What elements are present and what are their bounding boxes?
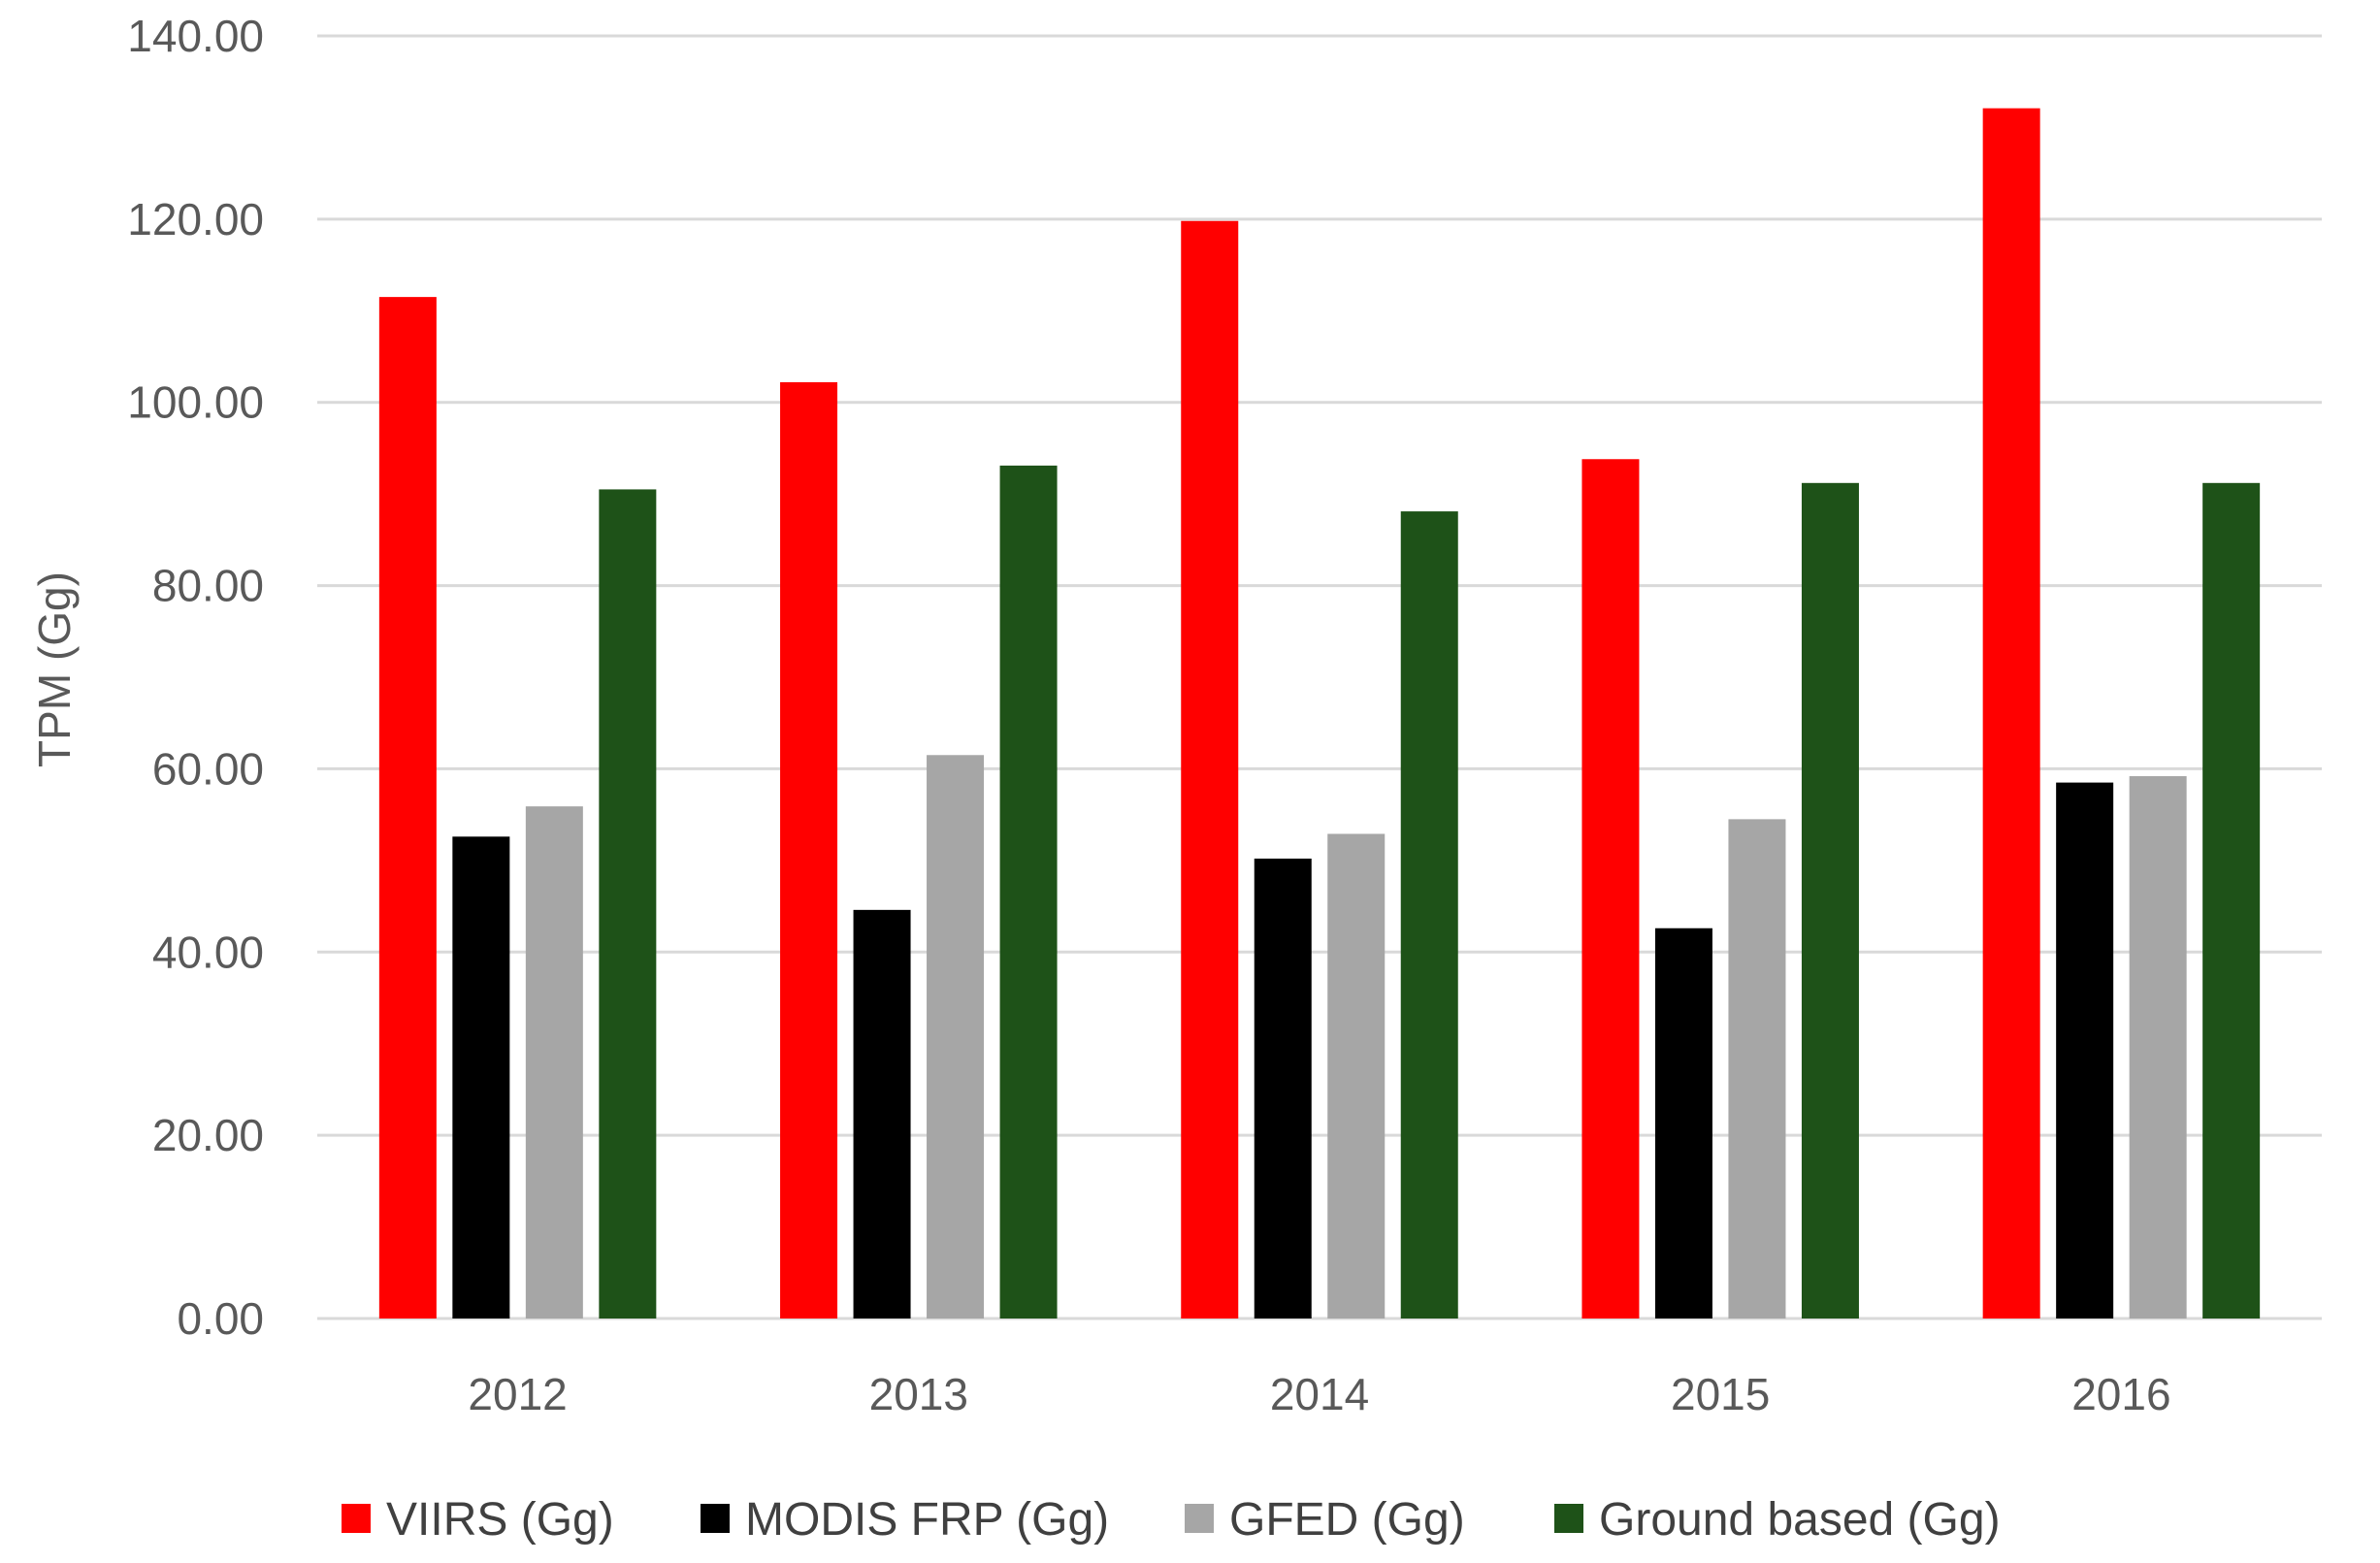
legend-swatch bbox=[1185, 1504, 1214, 1533]
bar-viirs-gg-2012 bbox=[378, 297, 437, 1319]
legend-label: MODIS FRP (Gg) bbox=[745, 1494, 1109, 1546]
bar-modis-frp-gg-2013 bbox=[853, 909, 911, 1319]
x-axis-tick-labels: 2012 2013 2014 2015 2016 bbox=[468, 1369, 2170, 1419]
legend-swatch bbox=[701, 1504, 730, 1533]
y-tick-label: 140.00 bbox=[127, 11, 264, 61]
legend: VIIRS (Gg) MODIS FRP (Gg) GFED (Gg) Ground … bbox=[342, 1494, 2001, 1546]
bar-gfed-gg-2014 bbox=[1327, 833, 1386, 1319]
bars bbox=[378, 108, 2261, 1319]
bar-ground-based-gg-2013 bbox=[999, 465, 1058, 1319]
bar-gfed-gg-2015 bbox=[1728, 819, 1786, 1319]
bar-viirs-gg-2016 bbox=[1982, 108, 2040, 1319]
x-tick-label: 2015 bbox=[1671, 1369, 1770, 1419]
y-tick-label: 100.00 bbox=[127, 377, 264, 428]
legend-swatch bbox=[342, 1504, 371, 1533]
bar-ground-based-gg-2012 bbox=[599, 489, 657, 1319]
y-tick-label: 60.00 bbox=[152, 743, 264, 794]
bar-gfed-gg-2016 bbox=[2129, 775, 2187, 1319]
y-tick-label: 120.00 bbox=[127, 194, 264, 244]
bar-viirs-gg-2015 bbox=[1581, 459, 1640, 1319]
bar-modis-frp-gg-2012 bbox=[452, 836, 510, 1319]
y-tick-label: 40.00 bbox=[152, 927, 264, 977]
x-tick-label: 2012 bbox=[468, 1369, 567, 1419]
bar-gfed-gg-2012 bbox=[525, 806, 583, 1319]
legend-label: GFED (Gg) bbox=[1229, 1494, 1465, 1546]
bar-modis-frp-gg-2015 bbox=[1654, 928, 1712, 1319]
bar-gfed-gg-2013 bbox=[927, 755, 985, 1319]
y-tick-label: 20.00 bbox=[152, 1110, 264, 1160]
bar-modis-frp-gg-2016 bbox=[2056, 782, 2114, 1319]
y-axis-title: TPM (Gg) bbox=[29, 571, 80, 767]
legend-label: VIIRS (Gg) bbox=[386, 1494, 614, 1546]
bar-ground-based-gg-2016 bbox=[2202, 482, 2261, 1319]
legend-swatch bbox=[1554, 1504, 1583, 1533]
bar-ground-based-gg-2015 bbox=[1801, 482, 1859, 1319]
y-tick-label: 0.00 bbox=[177, 1293, 264, 1344]
legend-label: Ground based (Gg) bbox=[1599, 1494, 2001, 1546]
x-tick-label: 2014 bbox=[1270, 1369, 1369, 1419]
y-tick-label: 80.00 bbox=[152, 561, 264, 611]
bar-ground-based-gg-2014 bbox=[1400, 511, 1458, 1319]
bar-viirs-gg-2014 bbox=[1181, 220, 1239, 1319]
bar-modis-frp-gg-2014 bbox=[1254, 858, 1312, 1319]
y-axis-tick-labels: 0.00 20.00 40.00 60.00 80.00 100.00 120.00 140.… bbox=[127, 11, 264, 1344]
x-tick-label: 2016 bbox=[2071, 1369, 2170, 1419]
bar-viirs-gg-2013 bbox=[780, 381, 838, 1319]
x-tick-label: 2013 bbox=[869, 1369, 968, 1419]
